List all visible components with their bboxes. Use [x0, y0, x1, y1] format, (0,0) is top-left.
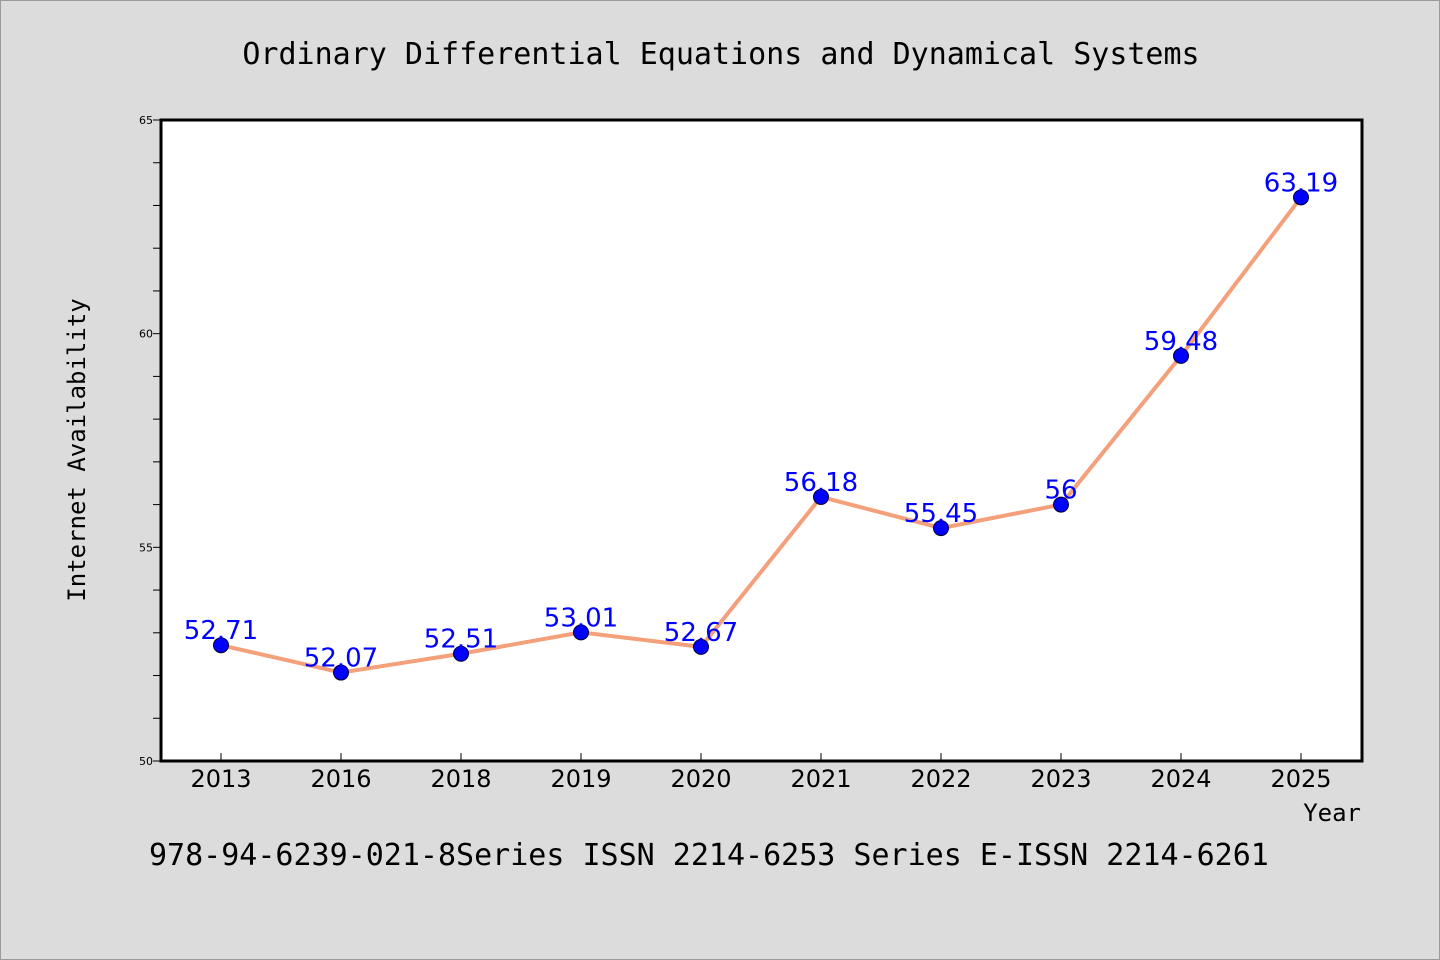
data-label: 56.18 [784, 468, 858, 498]
data-label: 56 [1044, 476, 1077, 506]
x-tick-label: 2013 [190, 765, 251, 793]
data-point [693, 638, 709, 655]
data-point [333, 664, 349, 681]
y-tick-label: 55 [139, 541, 153, 554]
data-label: 52.51 [424, 625, 498, 655]
x-tick-label: 2016 [310, 765, 371, 793]
x-tick-label: 2019 [550, 765, 611, 793]
y-tick-label: 65 [139, 114, 153, 127]
data-point [933, 520, 949, 537]
data-label: 52.67 [664, 618, 738, 648]
x-tick-label: 2023 [1030, 765, 1091, 793]
x-tick-label: 2024 [1150, 765, 1211, 793]
x-tick-label: 2021 [790, 765, 851, 793]
series-line [220, 196, 1303, 675]
chart-title: Ordinary Differential Equations and Dyna… [242, 37, 1199, 72]
footer-text: 978-94-6239-021-8Series ISSN 2214-6253 S… [149, 838, 1269, 873]
series-layer: 52.71 52.07 52.51 53.01 52.67 56.18 55.45 56 59.… [184, 168, 1338, 681]
x-axis-ticks: 2013 2016 2018 2019 2020 2021 2022 2023 2024 2025 [190, 753, 1332, 793]
data-label: 52.07 [304, 644, 378, 674]
plot-area [159, 118, 1364, 763]
data-point [1053, 496, 1069, 513]
data-point [813, 488, 829, 505]
y-axis-label: Internet Availability [63, 298, 91, 601]
data-point [1173, 347, 1189, 364]
data-label: 52.71 [184, 616, 258, 646]
y-axis-ticks: 50 55 60 65 [139, 114, 161, 768]
data-label: 59.48 [1144, 327, 1218, 357]
x-tick-label: 2020 [670, 765, 731, 793]
x-tick-label: 2018 [430, 765, 491, 793]
x-tick-label: 2025 [1270, 765, 1331, 793]
data-label: 55.45 [904, 499, 978, 529]
data-label: 53.01 [544, 603, 618, 633]
data-point [1293, 189, 1309, 206]
data-point [453, 645, 469, 662]
x-axis-label: Year [1303, 799, 1361, 827]
data-point [573, 624, 589, 641]
y-tick-label: 50 [139, 755, 153, 768]
y-tick-label: 60 [139, 328, 153, 341]
data-point [213, 637, 229, 654]
data-label: 63.19 [1264, 168, 1338, 198]
x-tick-label: 2022 [910, 765, 971, 793]
